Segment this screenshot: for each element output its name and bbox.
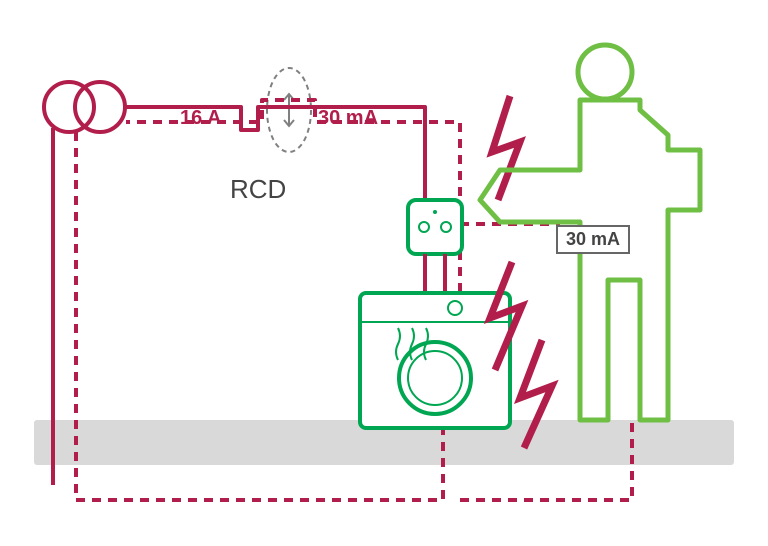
label-rcd-threshold: 30 mA	[318, 107, 378, 130]
badge-body-current: 30 mA	[556, 225, 630, 254]
diagram-svg	[0, 0, 768, 546]
socket-icon	[408, 200, 462, 295]
label-rcd: RCD	[230, 174, 286, 205]
washing-machine-icon	[360, 293, 510, 428]
rcd-icon	[267, 68, 311, 152]
label-current-in: 16 A	[180, 107, 222, 130]
transformer-icon	[44, 82, 125, 132]
